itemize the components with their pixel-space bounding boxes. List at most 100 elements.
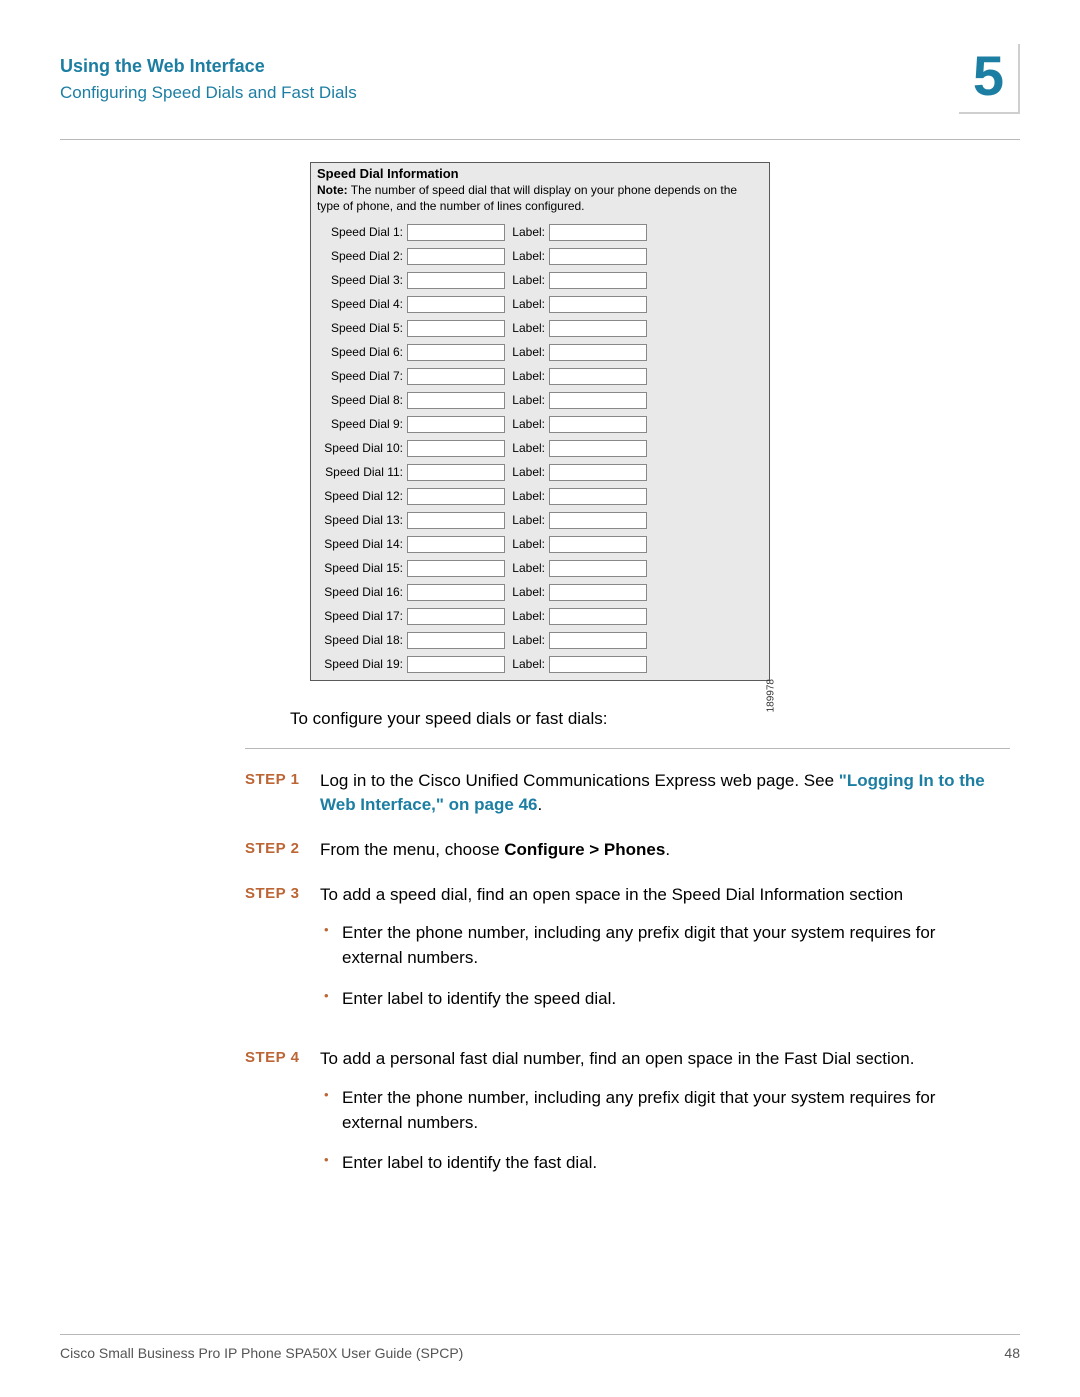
note-label: Note: [317,183,348,197]
label-input[interactable] [549,656,647,673]
label-input[interactable] [549,512,647,529]
dial-input[interactable] [407,656,505,673]
label-input[interactable] [549,584,647,601]
dial-name: Speed Dial 4: [317,297,407,311]
dial-name: Speed Dial 18: [317,633,407,647]
label-input[interactable] [549,272,647,289]
dial-input[interactable] [407,320,505,337]
label-input[interactable] [549,632,647,649]
label-input[interactable] [549,296,647,313]
label-input[interactable] [549,440,647,457]
dial-row: Speed Dial 12:Label: [317,484,763,508]
label-text: Label: [505,273,549,287]
step-1-text-b: . [537,795,542,814]
label-input[interactable] [549,560,647,577]
dial-input[interactable] [407,344,505,361]
label-input[interactable] [549,464,647,481]
header-subtitle: Configuring Speed Dials and Fast Dials [60,83,1020,103]
label-input[interactable] [549,224,647,241]
label-input[interactable] [549,392,647,409]
step-body: Log in to the Cisco Unified Communicatio… [320,769,1010,818]
dial-input[interactable] [407,608,505,625]
dial-row: Speed Dial 15:Label: [317,556,763,580]
dial-row: Speed Dial 7:Label: [317,364,763,388]
dial-input[interactable] [407,560,505,577]
dial-input[interactable] [407,248,505,265]
dial-input[interactable] [407,488,505,505]
dial-input[interactable] [407,392,505,409]
step-label: STEP 1 [245,769,320,818]
dial-row: Speed Dial 6:Label: [317,340,763,364]
list-item: Enter label to identify the speed dial. [320,987,1000,1012]
dial-input[interactable] [407,584,505,601]
dial-row: Speed Dial 1:Label: [317,220,763,244]
footer-rule [60,1334,1020,1335]
label-input[interactable] [549,488,647,505]
step-2: STEP 2 From the menu, choose Configure >… [70,838,1010,863]
dial-name: Speed Dial 12: [317,489,407,503]
dial-name: Speed Dial 17: [317,609,407,623]
dial-input[interactable] [407,272,505,289]
dial-input[interactable] [407,536,505,553]
label-text: Label: [505,657,549,671]
dial-input[interactable] [407,632,505,649]
label-input[interactable] [549,416,647,433]
dial-input[interactable] [407,224,505,241]
dial-input[interactable] [407,368,505,385]
dial-name: Speed Dial 8: [317,393,407,407]
dial-name: Speed Dial 16: [317,585,407,599]
step-label: STEP 2 [245,838,320,863]
step-body: From the menu, choose Configure > Phones… [320,838,1010,863]
dial-name: Speed Dial 15: [317,561,407,575]
dial-row: Speed Dial 9:Label: [317,412,763,436]
dial-row: Speed Dial 13: Label: [317,508,763,532]
step-4-bullets: Enter the phone number, including any pr… [320,1086,1000,1176]
dial-row: Speed Dial 5:Label: [317,316,763,340]
panel-note: Note: The number of speed dial that will… [311,183,769,220]
dial-row: Speed Dial 14:Label: [317,532,763,556]
label-text: Label: [505,441,549,455]
label-input[interactable] [549,344,647,361]
dial-row: Speed Dial 2:Label: [317,244,763,268]
label-text: Label: [505,465,549,479]
step-body: To add a speed dial, find an open space … [320,883,1010,1028]
page-header: Using the Web Interface Configuring Spee… [0,0,1080,103]
list-item: Enter the phone number, including any pr… [320,1086,1000,1135]
figure-id: 189978 [765,679,776,712]
dial-row: Speed Dial 11:Label: [317,460,763,484]
label-input[interactable] [549,608,647,625]
dial-input[interactable] [407,512,505,529]
step-label: STEP 3 [245,883,320,1028]
label-input[interactable] [549,536,647,553]
label-text: Label: [505,249,549,263]
label-text: Label: [505,513,549,527]
dial-name: Speed Dial 14: [317,537,407,551]
dial-row: Speed Dial 17:Label: [317,604,763,628]
label-text: Label: [505,297,549,311]
label-input[interactable] [549,248,647,265]
dial-row: Speed Dial 18:Label: [317,628,763,652]
footer-left: Cisco Small Business Pro IP Phone SPA50X… [60,1345,463,1361]
step-3: STEP 3 To add a speed dial, find an open… [70,883,1010,1028]
steps-rule [245,748,1010,749]
dial-input[interactable] [407,464,505,481]
step-3-bullets: Enter the phone number, including any pr… [320,921,1000,1011]
dial-input[interactable] [407,296,505,313]
dial-row: Speed Dial 19:Label: [317,652,763,676]
chapter-number: 5 [959,44,1020,114]
dial-row: Speed Dial 8:Label: [317,388,763,412]
step-1: STEP 1 Log in to the Cisco Unified Commu… [70,769,1010,818]
dial-row: Speed Dial 16:Label: [317,580,763,604]
dial-row: Speed Dial 3:Label: [317,268,763,292]
label-input[interactable] [549,368,647,385]
dial-input[interactable] [407,440,505,457]
label-text: Label: [505,345,549,359]
label-input[interactable] [549,320,647,337]
dial-name: Speed Dial 13: [317,513,407,527]
intro-text: To configure your speed dials or fast di… [290,707,1010,732]
page-footer: Cisco Small Business Pro IP Phone SPA50X… [60,1345,1020,1361]
panel-title: Speed Dial Information [311,163,769,183]
step-4: STEP 4 To add a personal fast dial numbe… [70,1047,1010,1192]
dial-input[interactable] [407,416,505,433]
label-text: Label: [505,225,549,239]
